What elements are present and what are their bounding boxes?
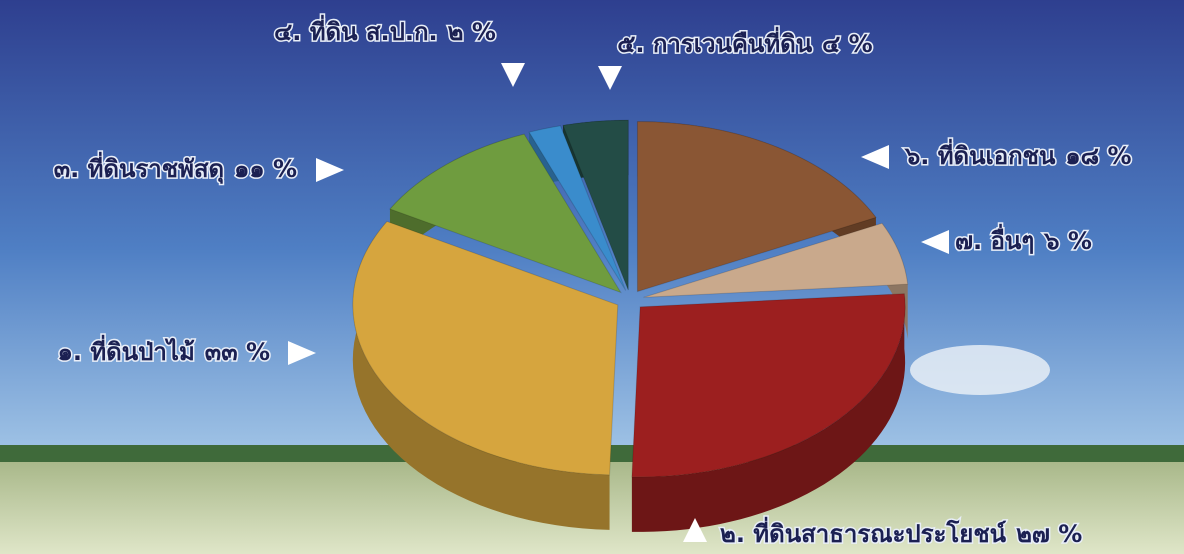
- slice-label: ๒. ที่ดินสาธารณะประโยชน์ ๒๗ %: [720, 516, 1082, 548]
- pointer-arrow: [861, 145, 889, 169]
- slice-side: [352, 221, 610, 530]
- category-label: ๖. ที่ดินเอกชน: [904, 138, 1056, 170]
- slice-label: ๓. ที่ดินราชพัสดุ ๑๑ %: [54, 151, 297, 185]
- slice: [352, 220, 619, 476]
- pie: [352, 119, 909, 532]
- pointer-arrow: [501, 63, 525, 87]
- pointer-arrow: [598, 66, 622, 90]
- category-label: ๕. การเวนคืนที่ดิน: [617, 26, 812, 58]
- slice: [562, 119, 629, 291]
- value-label: ๓๓ %: [205, 338, 270, 366]
- category-label: ๓. ที่ดินราชพัสดุ: [54, 151, 224, 185]
- slice-label: ๖. ที่ดินเอกชน ๑๘ %: [904, 138, 1132, 170]
- value-label: ๖ %: [1043, 227, 1092, 255]
- value-label: ๒๗ %: [1016, 520, 1082, 548]
- value-label: ๑๘ %: [1065, 142, 1131, 170]
- pointer-arrow: [921, 230, 949, 254]
- slice-label: ๔. ที่ดิน ส.ป.ก. ๒ %: [274, 14, 496, 46]
- pointer-arrow: [288, 341, 316, 365]
- category-label: ๔. ที่ดิน ส.ป.ก.: [274, 14, 438, 46]
- slice-label: ๑. ที่ดินป่าไม้ ๓๓ %: [58, 334, 270, 366]
- category-label: ๗. อื่นๆ: [955, 223, 1034, 255]
- slice-label: ๕. การเวนคืนที่ดิน ๔ %: [617, 26, 872, 58]
- slice: [389, 133, 622, 294]
- slice: [528, 125, 627, 291]
- labels: ๖. ที่ดินเอกชน ๑๘ % ๗. อื่นๆ ๖ % ๒. ที่ดินสา…: [52, 13, 1133, 550]
- slice-side: [631, 293, 906, 532]
- pointer-arrow: [316, 158, 344, 182]
- slice: [636, 121, 877, 293]
- pointer-arrow: [683, 518, 707, 542]
- category-label: ๒. ที่ดินสาธารณะประโยชน์: [720, 516, 1007, 548]
- value-label: ๔ %: [822, 30, 873, 58]
- slice: [631, 293, 906, 478]
- slice: [643, 222, 909, 298]
- category-label: ๑. ที่ดินป่าไม้: [58, 334, 195, 366]
- cloud: [910, 345, 1050, 395]
- value-label: ๑๑ %: [234, 155, 297, 183]
- slice-label: ๗. อื่นๆ ๖ %: [955, 223, 1092, 255]
- value-label: ๒ %: [448, 18, 496, 46]
